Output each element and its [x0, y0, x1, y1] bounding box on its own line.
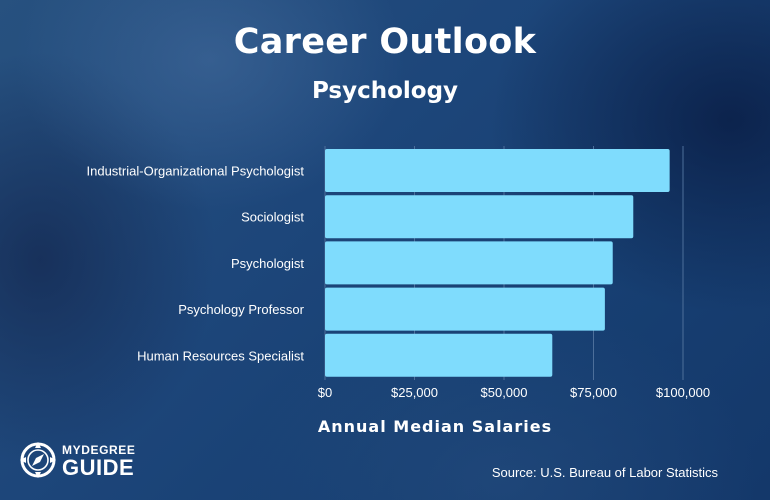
chart-subtitle: Psychology [311, 78, 459, 104]
source-note: Source: U.S. Bureau of Labor Statistics [491, 465, 718, 480]
bar [325, 195, 634, 239]
x-tick-label: $25,000 [391, 385, 438, 400]
bar [325, 287, 605, 331]
logo-wordmark-top: MYDEGREE [62, 443, 136, 457]
x-tick-label: $0 [318, 385, 332, 400]
chart-title: Career Outlook [233, 22, 537, 62]
bar [325, 333, 553, 377]
x-tick-label: $75,000 [570, 385, 617, 400]
category-label: Sociologist [241, 210, 304, 225]
site-logo: MYDEGREE GUIDE [18, 440, 148, 482]
x-tick-label: $100,000 [656, 385, 710, 400]
bar [325, 241, 613, 285]
bar [325, 149, 670, 192]
category-label: Psychology Professor [178, 302, 304, 317]
x-axis-label: Annual Median Salaries [317, 417, 553, 436]
category-label: Human Resources Specialist [137, 348, 304, 363]
x-tick-label: $50,000 [481, 385, 528, 400]
category-label: Industrial-Organizational Psychologist [87, 164, 305, 179]
logo-wordmark-bottom: GUIDE [62, 455, 135, 480]
category-label: Psychologist [231, 256, 304, 271]
compass-icon [20, 442, 56, 478]
